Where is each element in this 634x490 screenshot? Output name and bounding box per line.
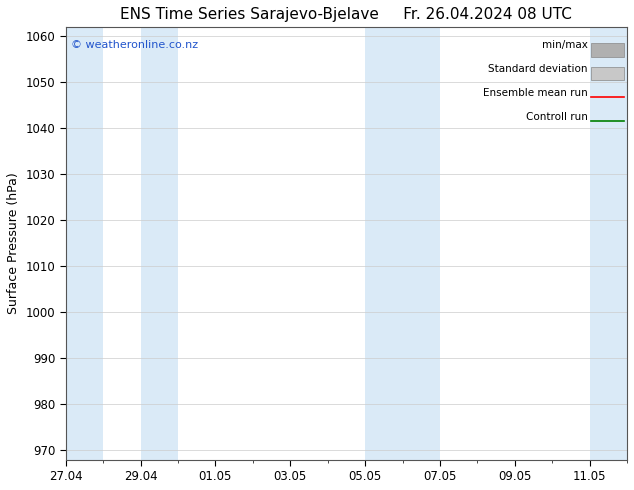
Title: ENS Time Series Sarajevo-Bjelave     Fr. 26.04.2024 08 UTC: ENS Time Series Sarajevo-Bjelave Fr. 26.… [120,7,573,22]
Bar [590,43,624,57]
Text: Standard deviation: Standard deviation [488,64,588,74]
Text: © weatheronline.co.nz: © weatheronline.co.nz [71,40,198,50]
Text: Controll run: Controll run [526,112,588,122]
Bar [365,27,440,460]
Bar [590,27,627,460]
Text: min/max: min/max [542,40,588,50]
Text: Ensemble mean run: Ensemble mean run [483,88,588,98]
Bar [141,27,178,460]
Bar [66,27,103,460]
Bar [590,67,624,80]
Y-axis label: Surface Pressure (hPa): Surface Pressure (hPa) [7,172,20,314]
